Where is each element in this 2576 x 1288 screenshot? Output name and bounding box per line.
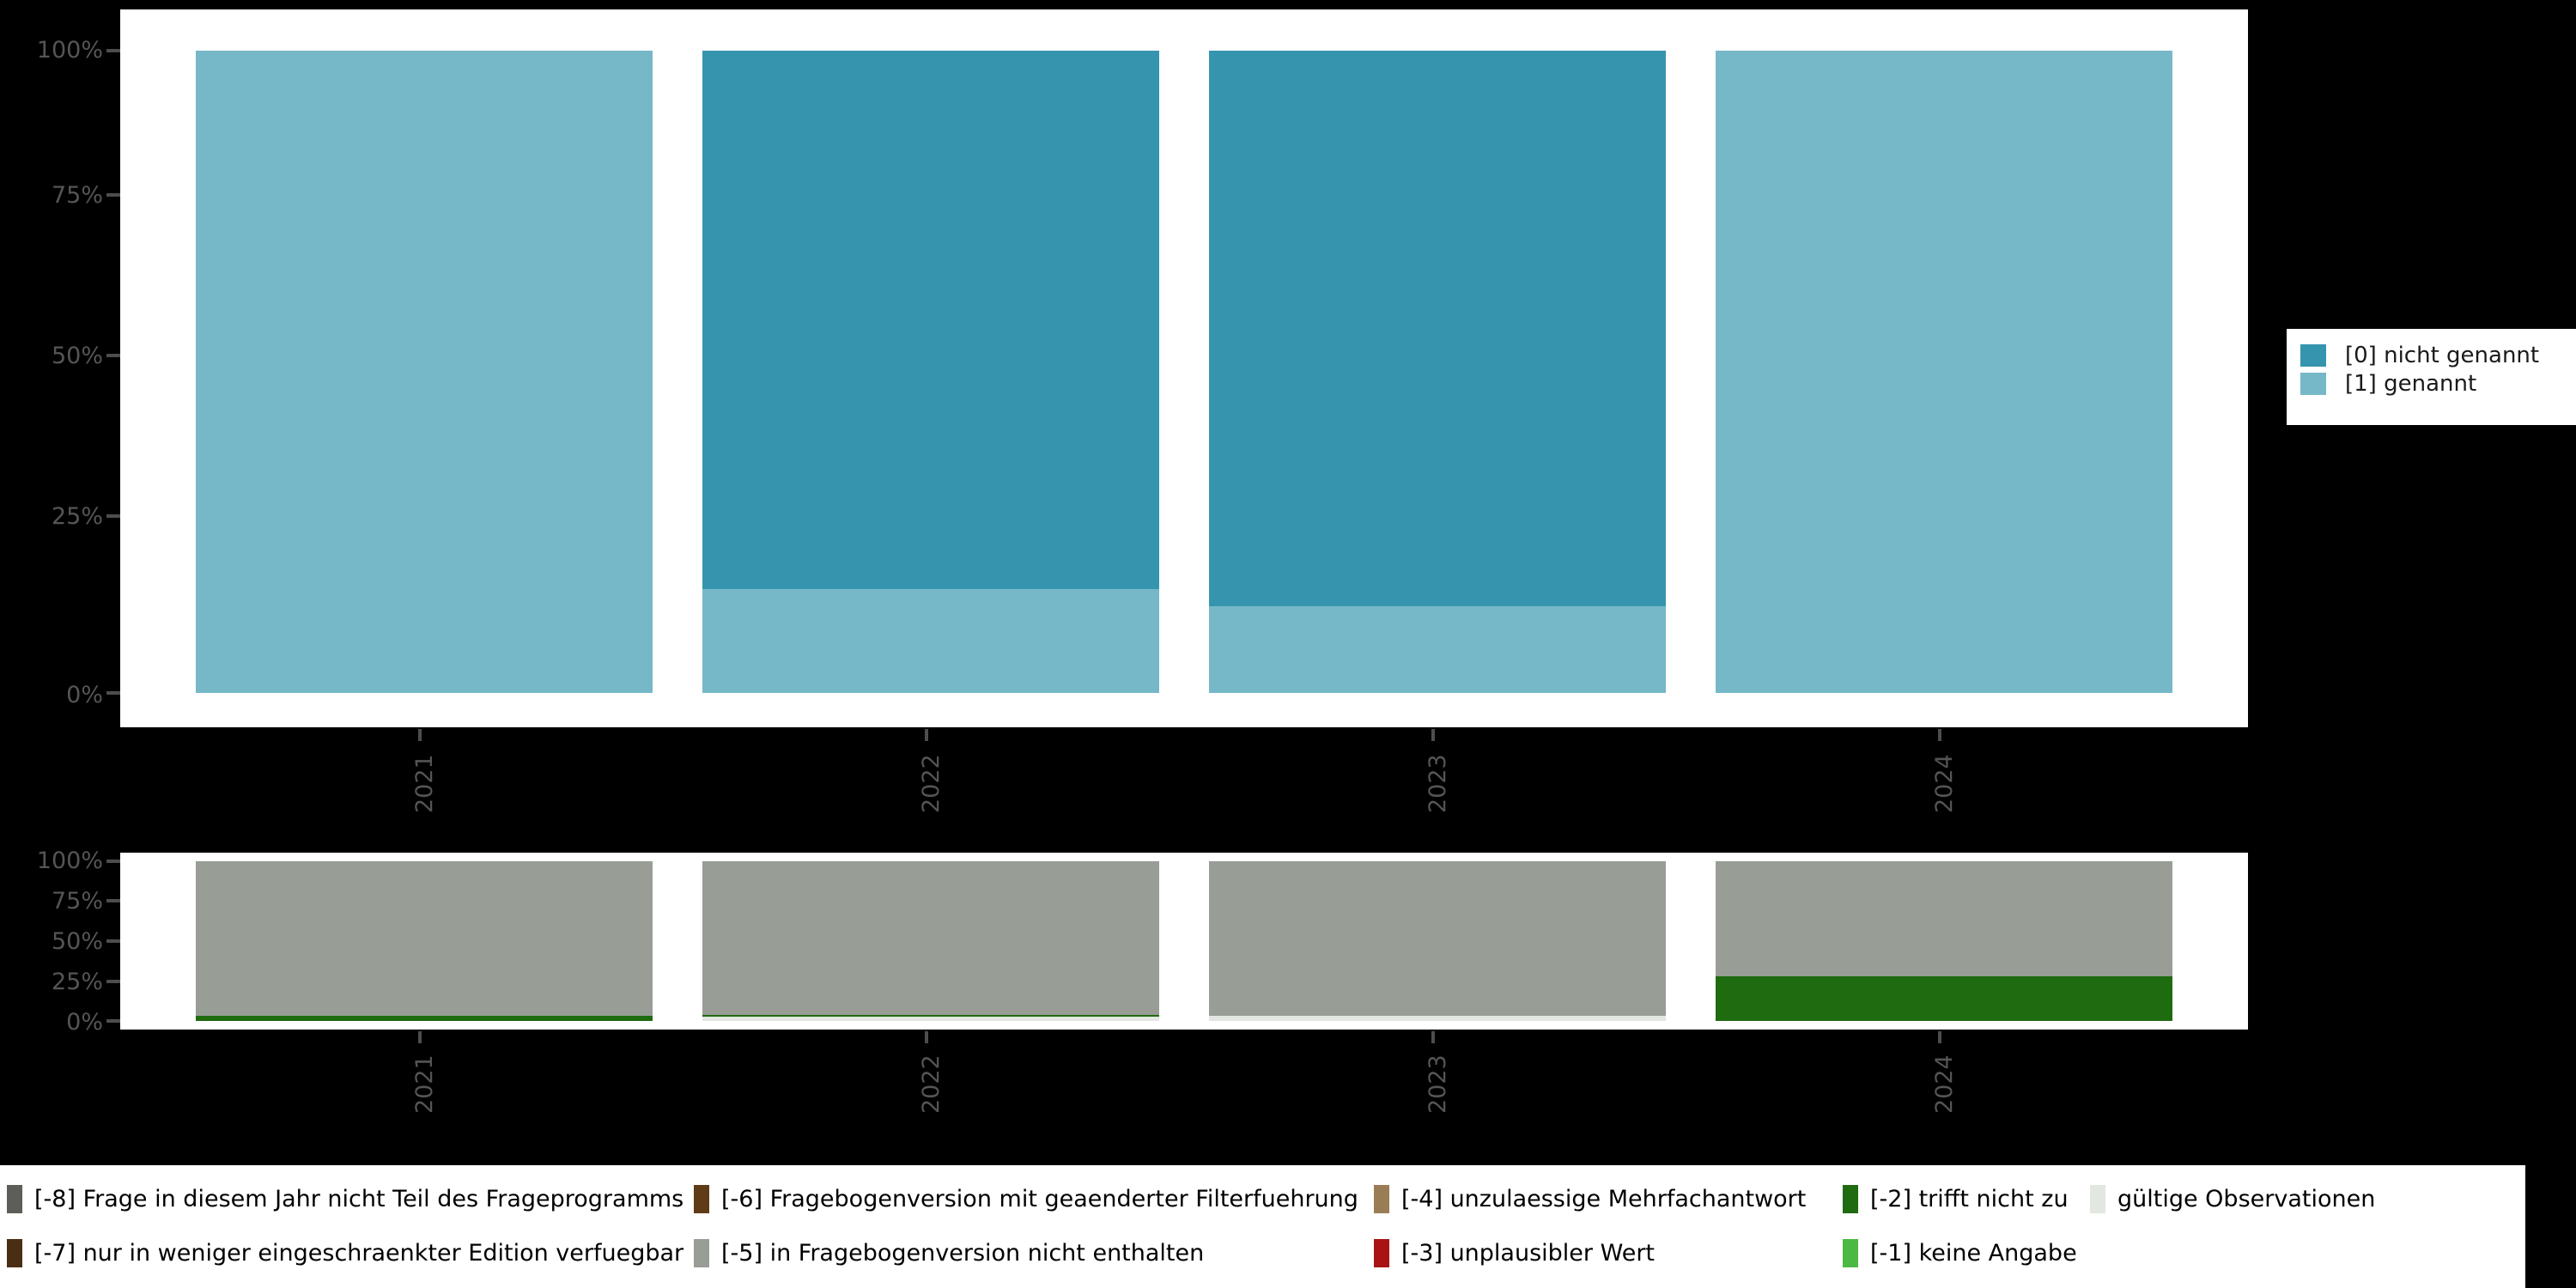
legend-item-minus3[interactable]: [-3] unplausibler Wert <box>1374 1236 1655 1270</box>
legend-item-label: [-4] unzulaessige Mehrfachantwort <box>1401 1185 1807 1212</box>
legend-item-label: [-7] nur in weniger eingeschraenkter Edi… <box>34 1239 684 1267</box>
legend-item-label: [1] genannt <box>2345 370 2477 397</box>
bar-segment-gueltige-observationen <box>1209 1016 1666 1021</box>
legend-item-gueltige-observationen[interactable]: gültige Observationen <box>2090 1182 2375 1216</box>
x2-tick-label-2023: 2023 <box>1425 1054 1451 1114</box>
bar-segment-genannt <box>1209 606 1666 693</box>
legend-item-genannt[interactable]: [1] genannt <box>2300 369 2476 398</box>
legend-item-label: [-8] Frage in diesem Jahr nicht Teil des… <box>34 1185 684 1212</box>
bar-2023-top[interactable] <box>1209 51 1666 693</box>
x2-tick-mark-2022 <box>925 1031 928 1043</box>
bar-segment-trifft-nicht-zu <box>702 1014 1159 1017</box>
y2-tick-label-75: 75% <box>51 888 103 914</box>
y2-tick-label-0: 0% <box>66 1009 103 1036</box>
legend-item-nicht-genannt[interactable]: [0] nicht genannt <box>2300 341 2539 369</box>
x-tick-mark-2024 <box>1938 729 1941 741</box>
legend-swatch-icon <box>2300 372 2326 395</box>
legend-item-label: [-6] Fragebogenversion mit geaenderter F… <box>721 1185 1358 1212</box>
x2-tick-mark-2021 <box>418 1031 422 1043</box>
bar-segment-nicht-enthalten <box>1209 861 1666 1017</box>
y2-tick-label-100: 100% <box>36 848 103 874</box>
y-tick-label-100: 100% <box>36 37 103 64</box>
y-tick-mark-0 <box>106 691 120 695</box>
y2-tick-mark-25 <box>106 980 120 983</box>
y-tick-mark-50 <box>106 354 120 357</box>
legend-swatch-icon <box>1374 1238 1389 1267</box>
bar-segment-genannt <box>196 51 653 693</box>
legend-item-label: [0] nicht genannt <box>2345 342 2540 368</box>
bar-segment-gueltige-observationen <box>702 1016 1159 1021</box>
y-tick-label-75: 75% <box>51 182 103 209</box>
bar-segment-nicht-enthalten <box>702 861 1159 1015</box>
legend-swatch-icon <box>1374 1184 1389 1213</box>
legend-item-minus6[interactable]: [-6] Fragebogenversion mit geaenderter F… <box>694 1182 1358 1216</box>
legend-item-minus8[interactable]: [-8] Frage in diesem Jahr nicht Teil des… <box>7 1182 683 1216</box>
x2-tick-label-2021: 2021 <box>411 1054 438 1114</box>
y-tick-label-25: 25% <box>51 503 103 530</box>
legend-swatch-icon <box>694 1238 709 1267</box>
bar-2022-top[interactable] <box>702 51 1159 693</box>
bottom-chart-legend: [-8] Frage in diesem Jahr nicht Teil des… <box>0 1165 2525 1288</box>
bar-2024-top[interactable] <box>1716 51 2172 693</box>
legend-swatch-icon <box>2300 343 2326 367</box>
y-tick-mark-75 <box>106 193 120 197</box>
legend-item-minus5[interactable]: [-5] in Fragebogenversion nicht enthalte… <box>694 1236 1204 1270</box>
y2-tick-label-25: 25% <box>51 969 103 995</box>
legend-item-minus2[interactable]: [-2] trifft nicht zu <box>1843 1182 2069 1216</box>
y-tick-label-0: 0% <box>66 682 103 708</box>
bar-2021-bottom[interactable] <box>196 861 653 1021</box>
legend-item-minus4[interactable]: [-4] unzulaessige Mehrfachantwort <box>1374 1182 1806 1216</box>
legend-swatch-icon <box>7 1238 22 1267</box>
legend-item-label: [-1] keine Angabe <box>1870 1239 2077 1267</box>
legend-item-minus1[interactable]: [-1] keine Angabe <box>1843 1236 2077 1270</box>
y-tick-mark-100 <box>106 49 120 52</box>
legend-item-label: gültige Observationen <box>2117 1185 2376 1212</box>
bar-2022-bottom[interactable] <box>702 861 1159 1021</box>
legend-item-minus7[interactable]: [-7] nur in weniger eingeschraenkter Edi… <box>7 1236 683 1270</box>
x-tick-label-2024: 2024 <box>1931 754 1958 813</box>
legend-swatch-icon <box>7 1184 22 1213</box>
x-tick-label-2023: 2023 <box>1425 754 1451 813</box>
bar-segment-nicht-enthalten <box>196 861 653 1017</box>
y2-tick-label-50: 50% <box>51 928 103 955</box>
y2-tick-mark-100 <box>106 860 120 863</box>
bar-segment-trifft-nicht-zu <box>196 1016 653 1021</box>
legend-swatch-icon <box>694 1184 709 1213</box>
x-tick-mark-2023 <box>1431 729 1435 741</box>
bar-2023-bottom[interactable] <box>1209 861 1666 1021</box>
x-tick-label-2022: 2022 <box>918 754 945 813</box>
y-tick-mark-25 <box>106 514 120 518</box>
legend-item-label: [-3] unplausibler Wert <box>1401 1239 1656 1267</box>
x-tick-label-2021: 2021 <box>411 754 438 813</box>
bar-2021-top[interactable] <box>196 51 653 693</box>
bar-segment-genannt <box>1716 51 2172 693</box>
top-chart-legend: [0] nicht genannt [1] genannt <box>2287 329 2576 425</box>
bar-segment-trifft-nicht-zu <box>1716 975 2172 1021</box>
legend-swatch-icon <box>2090 1184 2105 1213</box>
bar-segment-genannt <box>702 588 1159 693</box>
bar-segment-nicht-enthalten <box>1716 861 2172 976</box>
legend-swatch-icon <box>1843 1184 1858 1213</box>
legend-item-label: [-5] in Fragebogenversion nicht enthalte… <box>721 1239 1205 1267</box>
legend-item-label: [-2] trifft nicht zu <box>1870 1185 2069 1212</box>
y2-tick-mark-0 <box>106 1019 120 1023</box>
bar-segment-nicht-genannt <box>702 51 1159 589</box>
x-tick-mark-2022 <box>925 729 928 741</box>
bar-2024-bottom[interactable] <box>1716 861 2172 1021</box>
x2-tick-mark-2023 <box>1431 1031 1435 1043</box>
x2-tick-mark-2024 <box>1938 1031 1941 1043</box>
x2-tick-label-2022: 2022 <box>918 1054 945 1114</box>
y2-tick-mark-75 <box>106 899 120 902</box>
y-tick-label-50: 50% <box>51 343 103 369</box>
bar-segment-nicht-genannt <box>1209 51 1666 607</box>
x-tick-mark-2021 <box>418 729 422 741</box>
legend-swatch-icon <box>1843 1238 1858 1267</box>
y2-tick-mark-50 <box>106 939 120 943</box>
x2-tick-label-2024: 2024 <box>1931 1054 1958 1114</box>
